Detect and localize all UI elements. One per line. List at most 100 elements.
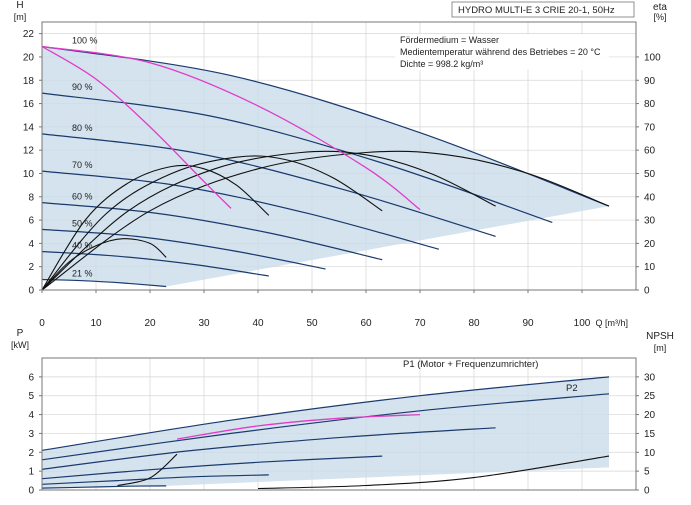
q-x-tick-label: 40 (252, 318, 264, 329)
q-x-tick-label: 80 (468, 318, 480, 329)
best-efficiency-curve (41, 45, 232, 209)
annotation-bg (395, 34, 609, 46)
q-x-tick-label: 70 (414, 318, 426, 329)
power-curve (41, 474, 269, 485)
annotation-bg (395, 58, 609, 70)
title-box (451, 1, 635, 18)
head-curve-label: 50 % (72, 218, 93, 228)
p2-legend-label: P2 (566, 383, 578, 394)
eta-y-axis-label: eta (653, 2, 667, 13)
power-envelope (42, 376, 609, 489)
power-y-tick-label: 3 (28, 429, 34, 440)
annotation-text: Medientemperatur während des Betriebes =… (400, 47, 601, 57)
eta-y-tick-label: 100 (644, 52, 661, 63)
eta-y-tick-label: 40 (644, 192, 656, 203)
q-x-tick-label: 20 (144, 318, 156, 329)
head-y-tick-label: 0 (28, 286, 34, 297)
head-curve-label: 60 % (72, 192, 93, 202)
head-curve-label: 90 % (72, 82, 93, 92)
head-curve (41, 228, 326, 270)
power-curve (41, 485, 167, 489)
head-curve-label: 70 % (72, 160, 93, 170)
npsh-curve (117, 453, 178, 487)
head-y-tick-label: 2 (28, 262, 34, 273)
power-y-tick-label: 2 (28, 448, 34, 459)
best-efficiency-power-curve (176, 413, 421, 440)
eta-y-tick-label: 70 (644, 122, 656, 133)
q-x-tick-label: 60 (360, 318, 372, 329)
head-curve (41, 278, 167, 288)
q-x-tick-label: 10 (90, 318, 102, 329)
head-panel-plot-frame (41, 21, 637, 291)
annotation-bg (395, 46, 609, 58)
eta-y-tick-label: 20 (644, 239, 656, 250)
head-y-tick-label: 6 (28, 216, 34, 227)
head-y-tick-label: 22 (23, 29, 35, 40)
efficiency-curve (41, 155, 383, 291)
q-x-tick-label: 0 (39, 318, 45, 329)
power-curve (41, 376, 610, 451)
efficiency-curve (41, 238, 167, 291)
head-y-tick-label: 8 (28, 192, 34, 203)
power-y-axis-label: P (17, 328, 24, 339)
power-curve (41, 393, 610, 461)
best-efficiency-curve (41, 45, 421, 211)
head-curve-label: 80 % (72, 123, 93, 133)
chart-title: HYDRO MULTI-E 3 CRIE 20-1, 50Hz (458, 5, 615, 16)
power-y-tick-label: 6 (28, 372, 34, 383)
eta-y-tick-label: 0 (644, 286, 650, 297)
head-curve (41, 202, 383, 261)
npsh-y-tick-label: 10 (644, 448, 656, 459)
efficiency-curve (41, 164, 270, 291)
annotation-text: Dichte = 998.2 kg/m³ (400, 59, 483, 69)
npsh-y-tick-label: 30 (644, 372, 656, 383)
head-curve-label: 40 % (72, 241, 93, 251)
head-y-tick-label: 20 (23, 52, 35, 63)
head-y-tick-label: 16 (23, 99, 35, 110)
power-y-tick-label: 1 (28, 467, 34, 478)
eta-y-tick-label: 30 (644, 216, 656, 227)
npsh-y-axis-unit: [m] (654, 343, 667, 353)
power-curve (41, 427, 496, 470)
eta-y-tick-label: 90 (644, 76, 656, 87)
power-panel-plot-frame (41, 357, 637, 491)
power-y-tick-label: 4 (28, 410, 34, 421)
npsh-y-tick-label: 15 (644, 429, 656, 440)
npsh-y-tick-label: 25 (644, 391, 656, 402)
eta-y-tick-label: 60 (644, 146, 656, 157)
q-x-axis-label: Q [m³/h] (595, 318, 628, 328)
head-curve (41, 170, 440, 250)
annotation-text: Fördermedium = Wasser (400, 35, 499, 45)
eta-y-tick-label: 50 (644, 169, 656, 180)
npsh-y-tick-label: 20 (644, 410, 656, 421)
p1-legend-label: P1 (Motor + Frequenzumrichter) (403, 359, 538, 370)
head-y-axis-unit: [m] (14, 12, 27, 22)
npsh-y-tick-label: 0 (644, 486, 650, 497)
eta-y-tick-label: 10 (644, 262, 656, 273)
operating-envelope (42, 46, 609, 287)
power-y-axis-unit: [kW] (11, 340, 29, 350)
eta-y-tick-label: 80 (644, 99, 656, 110)
head-y-tick-label: 12 (23, 146, 35, 157)
head-y-tick-label: 10 (23, 169, 35, 180)
npsh-y-axis-label: NPSH (646, 331, 674, 342)
efficiency-curve (41, 150, 496, 291)
head-curve (41, 250, 269, 277)
head-y-axis-label: H (16, 0, 23, 11)
q-x-tick-label: 30 (198, 318, 210, 329)
q-x-tick-label: 50 (306, 318, 318, 329)
head-curve-label: 21 % (72, 269, 93, 279)
q-x-tick-label: 100 (574, 318, 591, 329)
npsh-curve (257, 455, 610, 490)
head-y-tick-label: 14 (23, 122, 35, 133)
head-curve-label: 100 % (72, 35, 98, 45)
power-curve (41, 455, 383, 480)
eta-y-axis-unit: [%] (653, 12, 666, 22)
head-curve (41, 133, 496, 237)
power-y-tick-label: 5 (28, 391, 34, 402)
head-y-tick-label: 4 (28, 239, 34, 250)
npsh-y-tick-label: 5 (644, 467, 650, 478)
power-y-tick-label: 0 (28, 486, 34, 497)
head-curve (41, 92, 553, 223)
